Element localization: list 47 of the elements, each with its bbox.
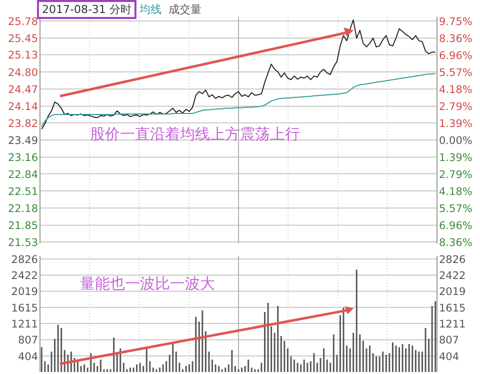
text: 均线 (138, 3, 162, 16)
y2-tick-label: 404 (439, 350, 460, 363)
y2-tick-label: 2019 (439, 286, 466, 298)
y-tick-label: 2422 (11, 270, 38, 282)
y-tick-label: 25.13 (8, 50, 38, 62)
y-tick-label: 22.51 (8, 186, 38, 198)
y-tick-label: 1211 (11, 318, 38, 331)
text: 成交量 (168, 3, 202, 16)
y-tick-label: 2019 (11, 286, 38, 298)
y-tick-label: 24.80 (8, 66, 38, 79)
y-tick-label: 1615 (11, 302, 38, 314)
y-tick-label: 807 (18, 334, 38, 347)
y-tick-label: 25.45 (8, 33, 38, 46)
y2-tick-label: 4.18% (439, 186, 472, 198)
y-tick-label: 21.53 (8, 236, 38, 249)
y2-tick-label: 6.96% (439, 50, 472, 62)
y2-tick-label: 2422 (439, 270, 466, 282)
y-tick-label: 25.78 (8, 16, 38, 28)
y-tick-label: 24.47 (8, 84, 38, 96)
y2-tick-label: 2826 (439, 254, 466, 266)
y-tick-label: 23.16 (8, 152, 38, 164)
y2-tick-label: 8.36% (439, 237, 472, 250)
y2-tick-label: 1211 (439, 318, 466, 331)
y2-tick-label: 8.36% (439, 32, 472, 45)
annotation: 股价一直沿着均线上方震荡上行 (90, 125, 300, 144)
y2-tick-label: 1.39% (439, 152, 472, 164)
y-tick-label: 24.14 (8, 101, 38, 114)
y2-tick-label: 1.39% (439, 118, 472, 130)
y-tick-label: 22.84 (8, 168, 38, 181)
y-tick-label: 404 (18, 350, 38, 363)
y2-tick-label: 5.57% (439, 66, 472, 79)
y2-tick-label: 2.79% (439, 100, 472, 113)
y2-tick-label: 2.79% (439, 169, 472, 182)
y2-tick-label: 6.96% (439, 220, 472, 232)
y2-tick-label: 5.57% (439, 202, 472, 215)
annotation: 量能也一波比一波大 (80, 274, 215, 292)
y-tick-label: 23.82 (8, 118, 38, 130)
chart-title: 2017-08-31 分时 (42, 3, 132, 16)
y2-tick-label: 9.75% (439, 16, 472, 28)
y-tick-label: 23.49 (8, 134, 38, 147)
y2-tick-label: 4.18% (439, 84, 472, 96)
y2-tick-label: 807 (439, 334, 460, 347)
y-tick-label: 21.85 (8, 220, 38, 232)
y-tick-label: 2826 (11, 254, 38, 266)
y-tick-label: 22.18 (8, 203, 38, 216)
y2-tick-label: 0.00% (439, 134, 472, 147)
y2-tick-label: 1615 (439, 302, 466, 314)
